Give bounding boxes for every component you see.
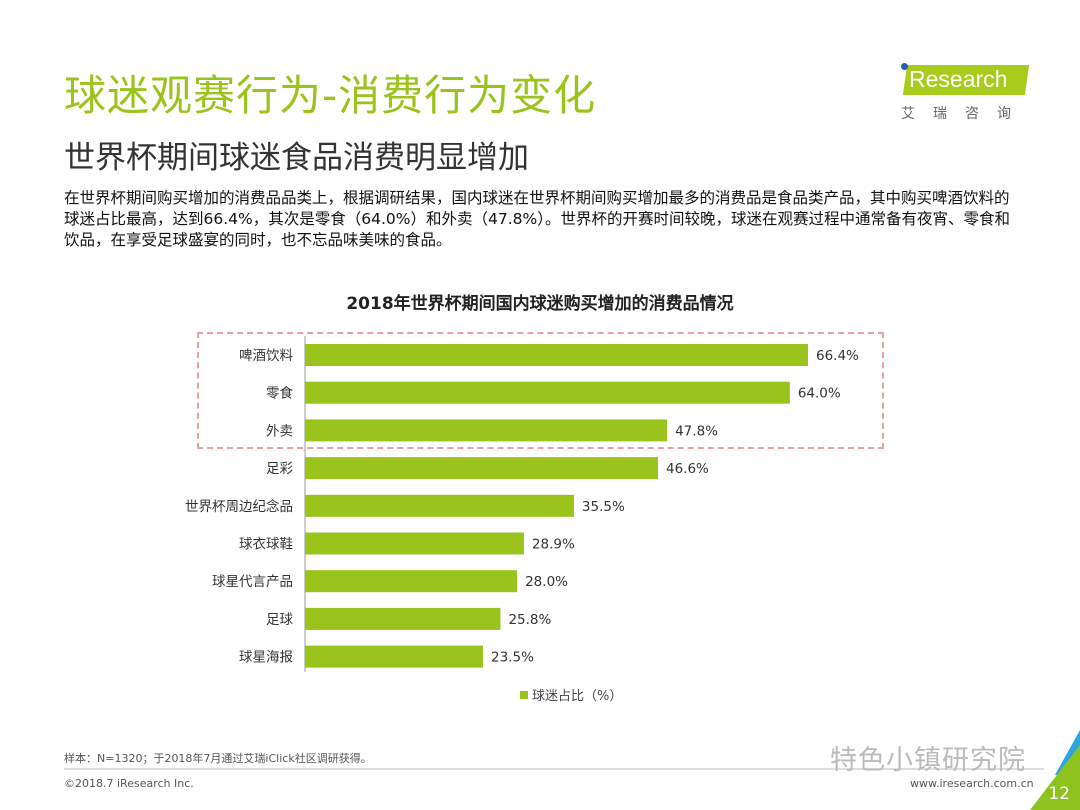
bar — [305, 457, 659, 480]
page-title: 球迷观赛行为-消费行为变化 — [64, 71, 597, 120]
bar — [305, 570, 518, 593]
page-number: 12 — [1048, 784, 1070, 804]
category-label: 球衣球鞋 — [239, 537, 293, 553]
watermark: 特色小镇研究院 — [830, 745, 1026, 776]
bar — [305, 532, 524, 555]
copyright: ©2018.7 iResearch Inc. — [64, 777, 194, 790]
description: 在世界杯期间购买增加的消费品品类上，根据调研结果，国内球迷在世界杯期间购买增加最… — [64, 189, 1010, 249]
category-label: 足球 — [266, 612, 293, 628]
corner-decoration — [1030, 730, 1080, 810]
bar — [305, 381, 790, 404]
divider — [64, 768, 1044, 770]
highlight-box — [197, 332, 884, 449]
value-label: 28.0% — [525, 574, 568, 590]
bar — [305, 645, 484, 668]
legend-label: 球迷占比（%） — [532, 689, 623, 704]
bar — [305, 607, 501, 630]
sample-note: 样本：N=1320；于2018年7月通过艾瑞iClick社区调研获得。 — [64, 752, 372, 765]
chart-title: 2018年世界杯期间国内球迷购买增加的消费品情况 — [346, 294, 734, 314]
value-label: 66.4% — [816, 348, 859, 364]
category-label: 零食 — [266, 385, 293, 402]
bar — [305, 344, 808, 366]
bar — [305, 494, 574, 517]
category-label: 球星代言产品 — [212, 574, 293, 590]
value-label: 23.5% — [491, 650, 534, 666]
page-subtitle: 世界杯期间球迷食品消费明显增加 — [64, 140, 529, 176]
category-label: 足彩 — [266, 461, 293, 477]
category-label: 世界杯周边纪念品 — [185, 498, 293, 515]
value-label: 47.8% — [675, 423, 718, 439]
bar — [305, 419, 668, 442]
legend: 球迷占比（%） — [520, 685, 622, 704]
category-label: 外卖 — [266, 423, 293, 439]
website: www.iresearch.com.cn — [910, 777, 1034, 790]
value-label: 64.0% — [798, 386, 841, 402]
logo-cn: 艾瑞咨询 — [901, 106, 1029, 122]
category-label: 啤酒饮料 — [239, 348, 293, 364]
value-label: 25.8% — [508, 612, 551, 628]
value-label: 46.6% — [666, 461, 709, 477]
value-label: 28.9% — [532, 537, 575, 553]
value-label: 35.5% — [582, 499, 625, 515]
legend-swatch — [520, 690, 528, 699]
category-label: 球星海报 — [239, 650, 293, 666]
iresearch-logo: Research 艾瑞咨询 — [893, 57, 1033, 127]
